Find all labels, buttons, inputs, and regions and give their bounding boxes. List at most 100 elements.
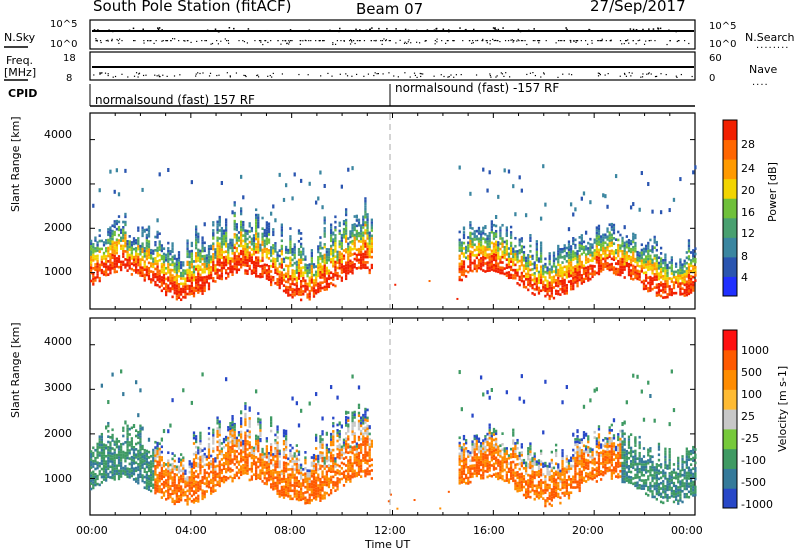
echo-cell — [621, 250, 624, 253]
echo-cell — [100, 459, 104, 463]
echo-cell — [295, 260, 298, 264]
echo-cell — [90, 450, 93, 453]
echo-cell — [336, 255, 339, 259]
echo-cell — [261, 264, 264, 268]
echo-cell — [205, 455, 209, 459]
echo-cell — [284, 248, 288, 252]
nave-dot — [542, 72, 545, 74]
echo-cell — [334, 268, 337, 272]
echo-cell — [692, 275, 695, 279]
echo-cell — [670, 272, 673, 275]
echo-cell — [197, 291, 200, 294]
echo-cell — [638, 275, 641, 279]
echo-cell — [334, 263, 337, 267]
echo-cell — [595, 260, 598, 264]
echo-cell — [329, 228, 333, 232]
echo-cell — [518, 267, 521, 271]
echo-cell — [257, 245, 260, 249]
echo-cell — [507, 255, 511, 258]
echo-cell — [325, 285, 328, 288]
echo-cell — [203, 284, 206, 287]
echo-cell — [220, 264, 224, 267]
echo-cell — [227, 444, 230, 448]
echo-cell — [297, 269, 301, 272]
echo-cell — [261, 453, 264, 456]
echo-cell — [679, 274, 682, 278]
echo-cell — [254, 232, 258, 236]
echo-cell — [231, 257, 234, 261]
echo-cell — [115, 472, 119, 476]
nsearch-dot — [116, 38, 118, 41]
echo-cell — [207, 442, 211, 446]
echo-cell — [589, 267, 592, 270]
echo-cell — [257, 259, 260, 262]
echo-cell — [220, 468, 224, 472]
echo-cell — [359, 245, 363, 249]
echo-cell — [578, 270, 581, 274]
echo-cell — [259, 474, 262, 478]
nsearch-dot — [494, 39, 497, 42]
nave-dot — [397, 76, 399, 78]
echo-cell — [242, 263, 245, 267]
echo-cell — [194, 485, 198, 489]
echo-cell — [267, 227, 271, 231]
echo-cell — [244, 234, 247, 238]
echo-cell — [344, 224, 348, 227]
echo-cell — [312, 287, 316, 290]
echo-cell — [124, 220, 127, 224]
echo-cell — [246, 448, 249, 451]
echo-cell — [233, 214, 236, 218]
echo-cell — [319, 273, 322, 277]
echo-cell — [651, 245, 654, 248]
echo-cell — [317, 255, 320, 259]
echo-cell — [548, 284, 551, 287]
echo-cell — [278, 254, 281, 258]
echo-cell — [567, 240, 571, 244]
echo-cell — [113, 453, 116, 457]
echo-cell — [201, 284, 204, 287]
echo-cell — [492, 234, 496, 238]
echo-cell — [612, 237, 616, 240]
echo-cell — [469, 250, 472, 254]
echo-cell — [659, 281, 663, 284]
echo-cell — [244, 402, 247, 405]
echo-cell — [190, 271, 194, 274]
echo-cell — [139, 274, 142, 277]
echo-cell — [267, 241, 271, 244]
echo-cell — [548, 257, 551, 261]
echo-cell — [512, 252, 515, 256]
nsearch-dot — [196, 40, 198, 43]
echo-cell — [370, 237, 373, 240]
echo-cell — [269, 461, 273, 465]
echo-cell — [244, 444, 247, 448]
echo-cell — [306, 272, 309, 275]
echo-cell — [233, 262, 236, 266]
nsky-dot — [659, 27, 662, 30]
echo-cell — [130, 439, 134, 443]
echo-cell — [503, 248, 506, 252]
echo-cell — [687, 263, 691, 266]
echo-cell — [677, 271, 680, 275]
nsearch-dot — [434, 43, 436, 45]
echo-cell — [214, 264, 217, 267]
echo-cell — [235, 249, 239, 253]
nsky-dot — [359, 29, 361, 31]
echo-cell — [248, 230, 251, 233]
echo-cell — [107, 249, 110, 253]
echo-cell — [171, 481, 174, 485]
echo-cell — [499, 237, 502, 240]
echo-cell — [357, 266, 361, 270]
echo-cell — [574, 257, 577, 260]
echo-cell — [134, 260, 138, 264]
echo-cell — [323, 259, 326, 262]
echo-cell — [344, 274, 348, 278]
nsearch-dot — [216, 40, 218, 42]
echo-cell — [589, 251, 592, 254]
echo-cell — [342, 249, 346, 252]
echo-cell — [209, 489, 213, 493]
nsearch-dot — [512, 41, 514, 43]
echo-cell — [220, 234, 224, 238]
echo-cell — [664, 277, 667, 281]
echo-cell — [293, 256, 296, 260]
echo-cell — [308, 289, 311, 293]
